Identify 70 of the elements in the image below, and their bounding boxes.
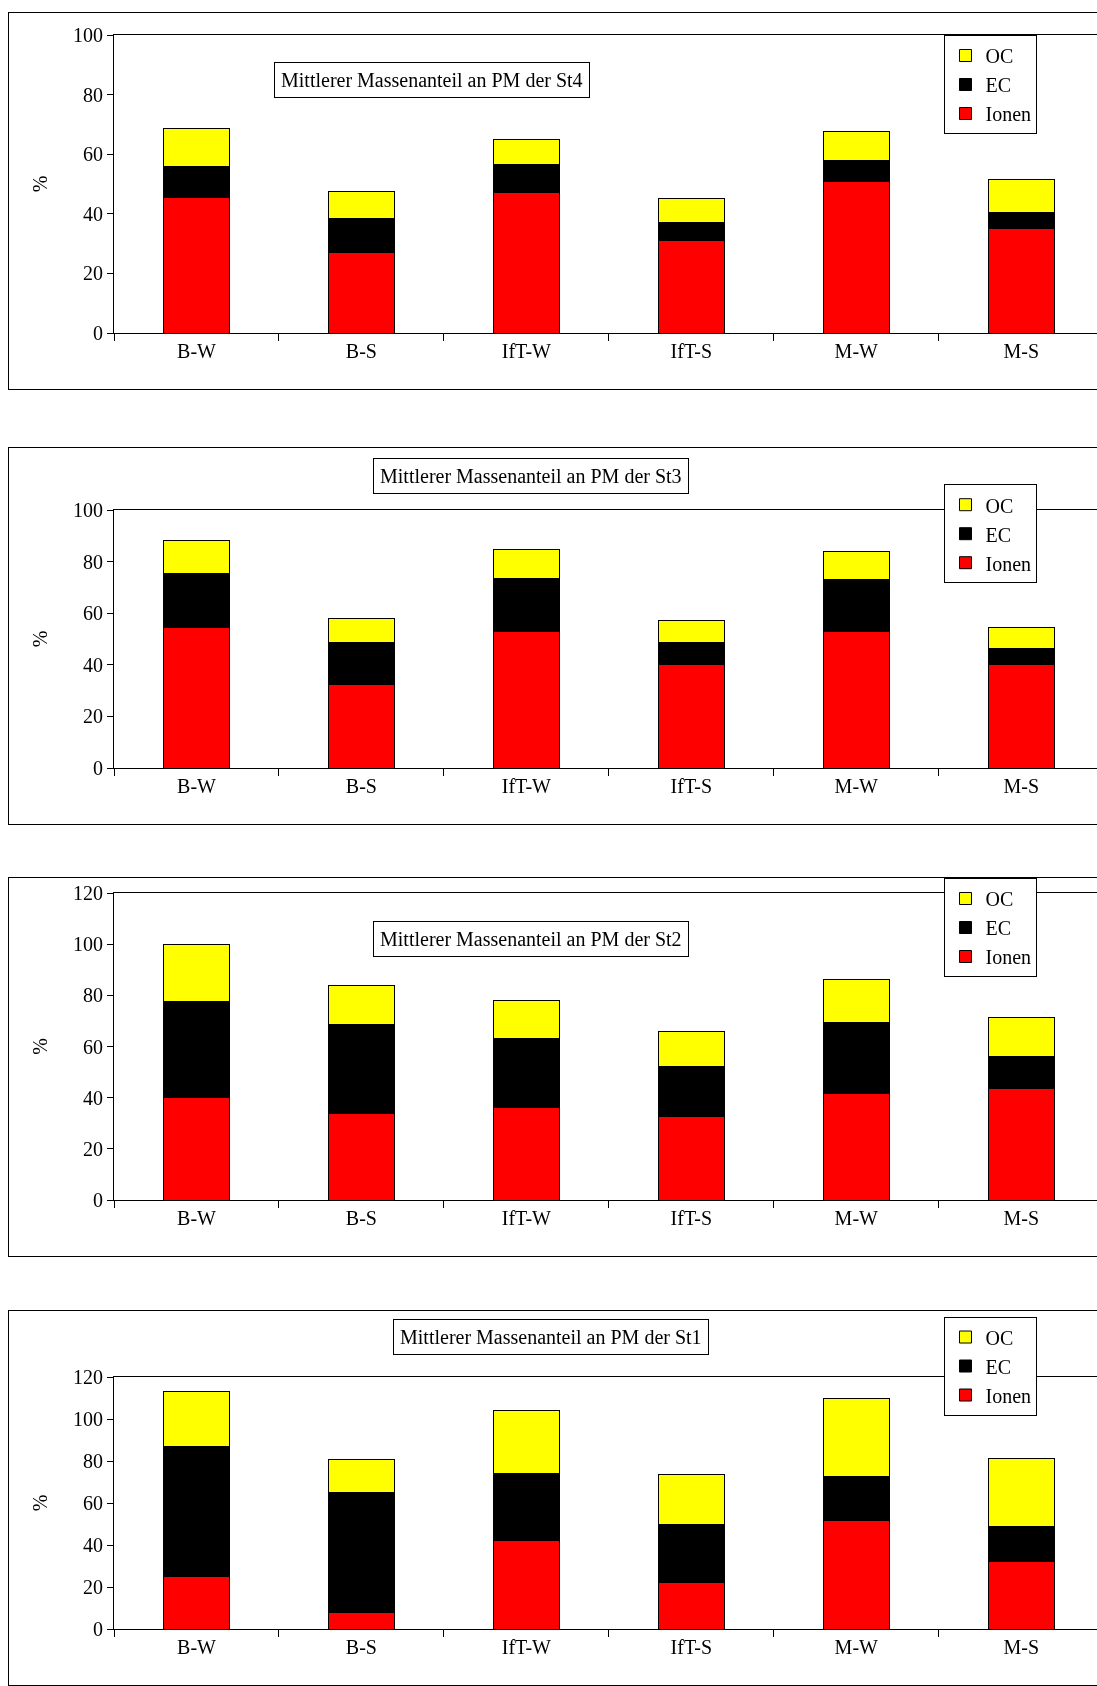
y-tick-label: 40 [83,1534,103,1556]
x-tick-label: IfT-S [670,775,713,797]
x-tick-label: IfT-W [501,775,552,797]
y-tick-label: 20 [83,1137,103,1160]
legend-label: Ionen [985,946,1032,969]
x-tick-label: B-W [177,340,217,362]
text: Mittlerer Massenanteil an PM der St4 [281,69,583,91]
x-tick-label: IfT-W [501,1207,552,1229]
y-tick-label: 80 [83,1450,103,1472]
text: Mittlerer Massenanteil an PM der St2 [380,928,682,950]
x-tick-label: B-S [345,775,377,797]
y-tick-label: 60 [83,143,103,166]
legend-label: EC [985,74,1012,97]
chart-title: Mittlerer Massenanteil an PM der St1 [400,1326,702,1348]
x-tick-label: IfT-S [670,340,713,362]
legend-label: Ionen [985,552,1032,575]
legend-label: OC [985,888,1014,911]
legend-label: OC [985,1326,1014,1349]
y-axis-title: % [28,1494,51,1512]
y-tick-label: 0 [93,322,103,344]
y-axis-title: % [28,1038,51,1055]
legend-label: OC [985,45,1014,68]
y-tick-label: 100 [73,499,103,521]
y-tick-label: 40 [83,202,103,225]
legend-label: EC [985,1355,1012,1378]
legend-label: Ionen [985,103,1032,126]
x-tick-label: M-S [1003,1636,1040,1658]
x-tick-label: B-S [345,1207,377,1229]
y-tick-label: 80 [83,984,103,1007]
y-tick-label: 60 [83,602,103,625]
y-tick-label: 100 [73,933,103,956]
x-tick-label: IfT-W [501,340,552,362]
y-tick-label: 0 [93,1189,103,1211]
y-tick-label: 60 [83,1492,103,1514]
y-tick-label: 20 [83,262,103,285]
y-tick-label: 80 [83,550,103,573]
y-tick-label: 100 [73,1408,103,1430]
x-tick-label: IfT-S [670,1636,713,1658]
x-tick-label: B-S [345,340,377,362]
x-tick-label: M-W [834,340,879,362]
y-axis-title: % [28,175,51,193]
x-tick-label: B-W [177,1207,217,1229]
chart-title: Mittlerer Massenanteil an PM der St3 [380,465,682,487]
y-tick-label: 100 [73,24,103,46]
x-tick-label: IfT-S [670,1207,713,1229]
y-tick-label: 80 [83,83,103,106]
x-tick-label: M-W [834,1636,879,1658]
x-tick-label: M-S [1003,775,1040,797]
legend-label: Ionen [985,1384,1032,1407]
x-tick-label: M-W [834,775,879,797]
x-tick-label: M-S [1003,340,1040,362]
y-tick-label: 40 [83,1086,103,1109]
y-axis-title: % [28,630,51,648]
y-tick-label: 40 [83,653,103,676]
legend-label: EC [985,523,1012,546]
y-tick-label: 60 [83,1035,103,1058]
x-tick-label: B-W [177,775,217,797]
y-tick-label: 20 [83,1576,103,1598]
x-tick-label: M-W [834,1207,879,1229]
y-tick-label: 0 [93,757,103,779]
y-tick-label: 20 [83,705,103,728]
x-tick-label: M-S [1003,1207,1040,1229]
x-tick-label: IfT-W [501,1636,552,1658]
legend-label: EC [985,917,1012,940]
y-tick-label: 120 [73,1366,103,1388]
x-tick-label: B-S [345,1636,377,1658]
legend-label: OC [985,494,1014,517]
y-tick-label: 0 [93,1618,103,1640]
y-tick-label: 120 [73,882,103,904]
x-tick-label: B-W [177,1636,217,1658]
